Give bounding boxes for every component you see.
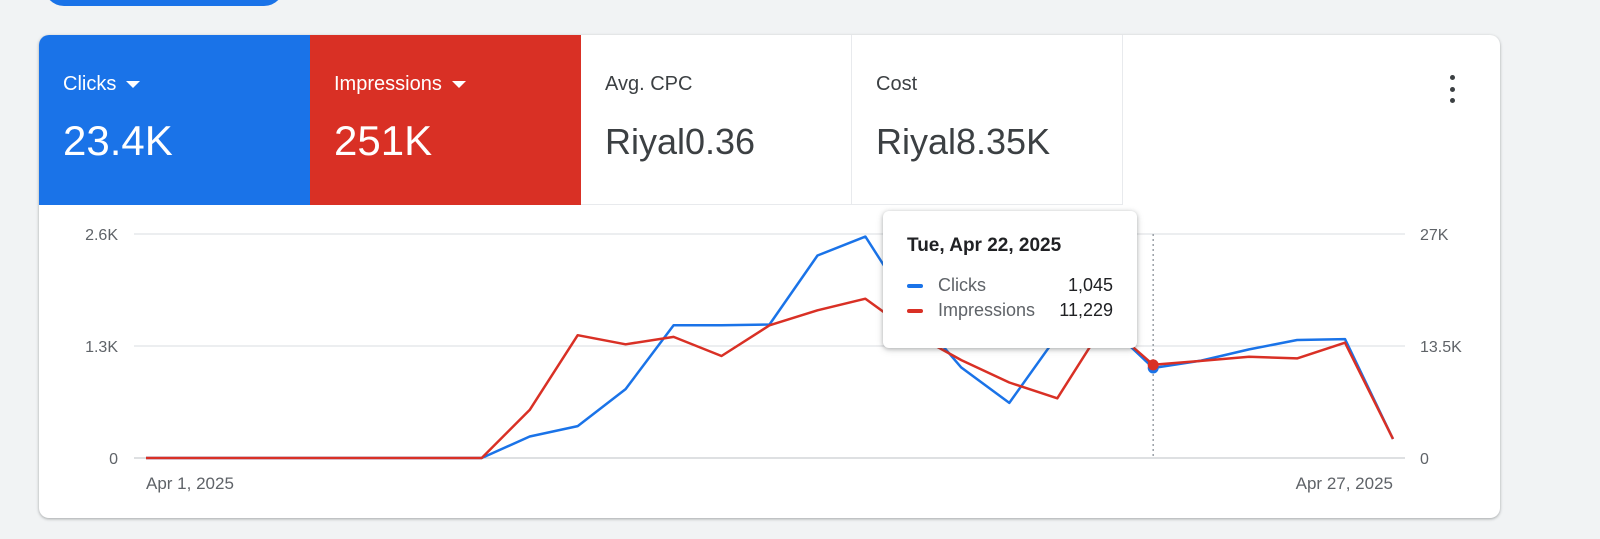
metric-label-clicks[interactable]: Clicks [63,73,141,96]
metric-value-clicks: 23.4K [63,117,173,164]
metric-label-impressions[interactable]: Impressions [334,73,466,96]
x-tick-label: Apr 1, 2025 [146,474,234,493]
tooltip-row-impressions: Impressions 11,229 [907,298,1113,323]
metric-tile-cost[interactable]: Cost Riyal8.35K [852,35,1123,205]
metric-label-avg-cpc: Avg. CPC [605,73,693,95]
legend-swatch-icon [907,308,923,313]
tooltip-series-name: Clicks [938,275,986,295]
performance-chart[interactable]: 0 1.3K 2.6K 0 13.5K 27K Apr 1, 2025 Apr 27, 202… [39,35,1500,518]
metric-value-impressions: 251K [334,117,433,164]
x-tick-label: Apr 27, 2025 [1296,474,1393,493]
y-left-tick-label: 1.3K [85,339,118,356]
dropdown-caret-icon[interactable] [451,81,466,88]
top-button[interactable] [44,0,284,6]
metric-label-cost: Cost [876,73,918,95]
y-right-tick-label: 27K [1420,227,1449,244]
tooltip-series-value: 11,229 [1059,300,1113,320]
metric-value-avg-cpc: Riyal0.36 [605,121,756,162]
legend-swatch-icon [907,283,923,288]
series-line-clicks [146,235,1395,460]
tooltip-series-name: Impressions [938,300,1036,320]
more-options-icon[interactable] [1440,75,1464,103]
y-left-tick-label: 2.6K [85,227,118,244]
chart-tooltip: Tue, Apr 22, 2025 Clicks 1,045 Impressio… [883,211,1137,348]
y-left-tick-label: 0 [109,451,118,468]
dropdown-caret-icon[interactable] [126,81,141,88]
tooltip-series-value: 1,045 [1067,275,1113,295]
highlight-point-impressions [1147,359,1159,371]
series-line-impressions [146,297,1395,460]
performance-card: Clicks 23.4K Impressions 251K Avg. CPC R… [39,35,1500,518]
metric-value-cost: Riyal8.35K [876,121,1051,162]
y-right-tick-label: 0 [1420,451,1429,468]
y-right-tick-label: 13.5K [1420,339,1462,356]
metric-label-text: Clicks [63,73,117,95]
metric-tiles: Clicks 23.4K Impressions 251K Avg. CPC R… [39,35,1500,205]
metric-tile-avg-cpc[interactable]: Avg. CPC Riyal0.36 [581,35,852,205]
tooltip-row-clicks: Clicks 1,045 [907,273,1113,298]
metric-tile-impressions[interactable]: Impressions 251K [310,35,581,205]
tooltip-date: Tue, Apr 22, 2025 [907,235,1062,256]
metric-tile-clicks[interactable]: Clicks 23.4K [39,35,310,205]
metric-label-text: Impressions [334,73,442,95]
